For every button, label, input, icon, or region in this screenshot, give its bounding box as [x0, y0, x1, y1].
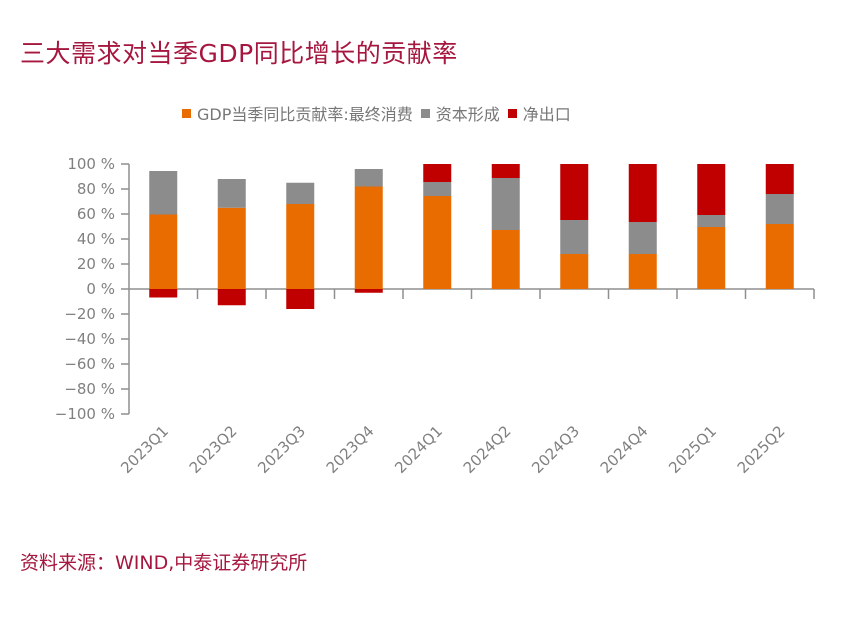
chart-title: 三大需求对当季GDP同比增长的贡献率 [20, 39, 458, 68]
legend-item-consumption: GDP当季同比贡献率:最终消费 [182, 101, 413, 125]
x-axis-labels: 2023Q1 2023Q2 2023Q3 2023Q4 2024Q1 2024Q2 2024… [117, 422, 788, 477]
bar-segment-net-exports-2024Q2 [491, 164, 520, 178]
bar-segment-net-exports-2025Q2 [765, 164, 794, 194]
bar-segment-capital-2023Q3 [286, 182, 315, 204]
legend-swatch-consumption [182, 108, 191, 118]
bar-segment-consumption-2024Q2 [491, 230, 520, 289]
bar-segment-net-exports-2023Q1 [149, 289, 178, 298]
bar-segment-capital-2025Q2 [765, 194, 794, 224]
bar-segment-capital-2024Q3 [560, 220, 589, 254]
x-tick-label: 2023Q1 [117, 422, 172, 477]
legend-swatch-net-exports [507, 108, 517, 118]
bar-segment-capital-2024Q1 [423, 182, 452, 196]
bar-segment-capital-2024Q2 [491, 178, 520, 230]
bar-segment-net-exports-2024Q3 [560, 164, 589, 220]
y-tick-label: 40 % [77, 230, 115, 248]
source-note: 资料来源：WIND,中泰证券研究所 [20, 552, 308, 574]
y-tick-label: −100 % [55, 405, 115, 423]
bar-segment-net-exports-2024Q4 [628, 164, 657, 222]
x-tick-label: 2023Q4 [323, 422, 378, 477]
x-tick-label: 2023Q2 [186, 422, 241, 477]
bars [149, 164, 794, 309]
x-tick-label: 2024Q1 [391, 422, 446, 477]
x-tick-label: 2024Q3 [528, 422, 583, 477]
bar-segment-consumption-2024Q3 [560, 254, 589, 289]
bar-segment-consumption-2025Q1 [697, 227, 726, 289]
x-tick-label: 2024Q4 [597, 422, 652, 477]
y-tick-label: 20 % [77, 255, 115, 273]
y-tick-label: 0 % [86, 280, 115, 298]
y-tick-label: −20 % [64, 305, 115, 323]
bar-segment-capital-2023Q4 [354, 169, 383, 187]
y-tick-label: 100 % [67, 155, 115, 173]
bar-segment-consumption-2023Q2 [217, 207, 246, 289]
y-axis-labels: 100 % 80 % 60 % 40 % 20 % 0 % −20 % −40 % −60 % −… [55, 155, 115, 423]
x-tick-label: 2023Q3 [254, 422, 309, 477]
legend-label-net-exports: 净出口 [522, 105, 571, 124]
bar-segment-consumption-2024Q4 [628, 254, 657, 289]
y-tick-label: 80 % [77, 180, 115, 198]
bar-segment-net-exports-2023Q2 [217, 289, 246, 306]
y-tick-label: 60 % [77, 205, 115, 223]
chart-legend: GDP当季同比贡献率:最终消费 资本形成 净出口 [182, 101, 579, 125]
bar-segment-capital-2023Q2 [217, 179, 246, 208]
bar-segment-net-exports-2023Q4 [354, 289, 383, 293]
x-tick-label: 2025Q2 [734, 422, 789, 477]
y-tick-label: −40 % [64, 330, 115, 348]
x-tick-label: 2024Q2 [460, 422, 515, 477]
bar-segment-net-exports-2024Q1 [423, 164, 452, 182]
bar-segment-consumption-2023Q1 [149, 214, 178, 289]
bar-segment-consumption-2023Q3 [286, 204, 315, 289]
legend-item-net-exports: 净出口 [507, 101, 571, 125]
bar-segment-capital-2025Q1 [697, 215, 726, 227]
bar-segment-net-exports-2025Q1 [697, 164, 726, 215]
legend-label-capital: 资本形成 [435, 105, 500, 124]
bar-segment-consumption-2025Q2 [765, 224, 794, 289]
bar-segment-net-exports-2023Q3 [286, 289, 315, 309]
y-tick-label: −60 % [64, 355, 115, 373]
legend-label-consumption: GDP当季同比贡献率:最终消费 [197, 105, 413, 124]
x-tick-label: 2025Q1 [665, 422, 720, 477]
legend-swatch-capital [420, 108, 430, 118]
bar-segment-capital-2024Q4 [628, 222, 657, 254]
bar-segment-capital-2023Q1 [149, 171, 178, 215]
y-tick-label: −80 % [64, 380, 115, 398]
bar-segment-consumption-2023Q4 [354, 186, 383, 289]
legend-item-capital: 资本形成 [420, 101, 500, 125]
bar-segment-consumption-2024Q1 [423, 196, 452, 289]
